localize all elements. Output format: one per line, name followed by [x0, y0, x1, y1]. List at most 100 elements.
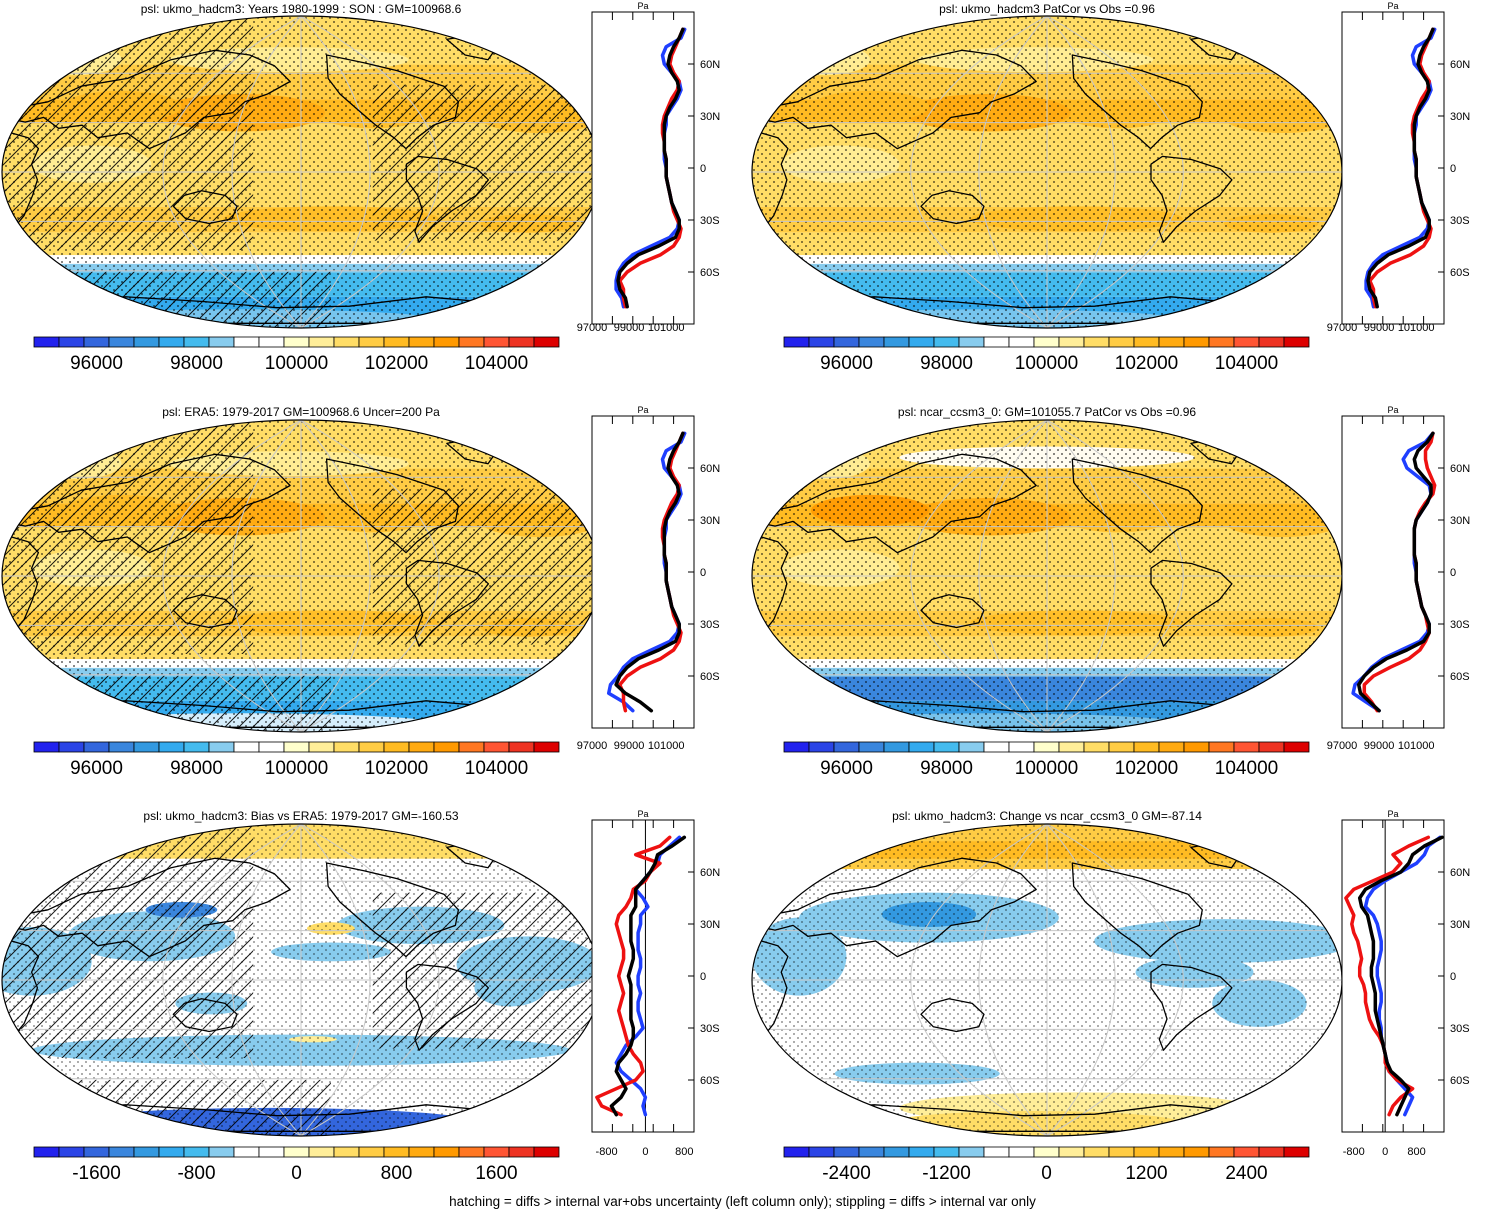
- colorbar-swatch: [1158, 741, 1185, 753]
- colorbar-swatch: [958, 336, 985, 348]
- colorbar-swatch: [808, 1146, 835, 1158]
- colorbar-swatch: [358, 1146, 385, 1158]
- profile-unit-label: Pa: [1387, 405, 1398, 415]
- colorbar-swatch: [133, 336, 160, 348]
- colorbar-swatch: [133, 1146, 160, 1158]
- colorbar-swatch: [883, 741, 910, 753]
- colorbar-swatch: [58, 1146, 85, 1158]
- colorbar-swatch: [1233, 336, 1260, 348]
- meridian-line: [300, 420, 440, 732]
- colorbar-swatch: [1233, 1146, 1260, 1158]
- field-patch: [752, 1104, 870, 1121]
- colorbar-swatch: [783, 741, 810, 753]
- colorbar-swatch: [908, 741, 935, 753]
- colorbar-swatch: [408, 741, 435, 753]
- colorbar-swatch: [808, 336, 835, 348]
- colorbar-label: 100000: [1015, 758, 1078, 779]
- coastline-samerica: [405, 559, 490, 647]
- colorbar-swatch: [58, 336, 85, 348]
- colorbar-label: 96000: [820, 353, 873, 374]
- colorbar-swatch: [433, 336, 460, 348]
- profile-x-tick-label: -800: [596, 1146, 618, 1158]
- colorbar-swatch: [108, 1146, 135, 1158]
- profile-x-tick-label: 99000: [1364, 322, 1395, 334]
- colorbar-swatch: [283, 336, 310, 348]
- colorbar-label: 102000: [1115, 758, 1178, 779]
- colorbar-swatch: [508, 1146, 535, 1158]
- colorbar-swatch: [1108, 336, 1135, 348]
- colorbar-swatch: [458, 336, 485, 348]
- coastline-australia: [172, 594, 238, 629]
- colorbar-label: 96000: [70, 758, 123, 779]
- profile-x-tick-label: 99000: [614, 322, 645, 334]
- colorbar-swatch: [1008, 1146, 1035, 1158]
- colorbar: 96000 98000 100000 102000 104000: [33, 336, 560, 374]
- zonal-mean-profile: Pa 60N 30N 0 30S 60S 97000 99000 101000: [1327, 405, 1471, 752]
- map-field: [752, 16, 1342, 328]
- meridian-line: [1046, 824, 1116, 1136]
- panel-4: psl: ncar_ccsm3_0: GM=101055.7 PatCor vs…: [751, 405, 1471, 779]
- profile-y-tick-label: 60N: [700, 867, 720, 879]
- colorbar-swatch: [358, 336, 385, 348]
- panel-1: psl: ukmo_hadcm3: Years 1980-1999 : SON …: [1, 1, 720, 374]
- meridian-line: [231, 16, 302, 328]
- colorbar-swatch: [983, 741, 1010, 753]
- profile-x-tick-label: 0: [1382, 1146, 1388, 1158]
- colorbar-swatch: [208, 1146, 235, 1158]
- profile-y-tick-label: 30N: [1450, 919, 1470, 931]
- colorbar-swatch: [483, 1146, 510, 1158]
- coastline-namerica: [325, 54, 460, 150]
- colorbar-swatch: [1033, 1146, 1060, 1158]
- coastline-eurasia: [2, 453, 291, 554]
- colorbar-swatch: [883, 1146, 910, 1158]
- colorbar-swatch: [958, 741, 985, 753]
- colorbar-swatch: [83, 336, 110, 348]
- profile-x-tick-label: 99000: [1364, 740, 1395, 752]
- graticule: [752, 16, 1342, 328]
- coastline-australia: [920, 190, 985, 225]
- meridian-line: [1046, 824, 1184, 1136]
- profile-y-tick-label: 60N: [700, 463, 720, 475]
- colorbar-label: 98000: [920, 353, 973, 374]
- colorbar-swatch: [1258, 741, 1285, 753]
- profile-x-tick-label: 101000: [1398, 740, 1435, 752]
- colorbar-swatch: [383, 1146, 410, 1158]
- colorbar-label: -1600: [72, 1163, 121, 1184]
- colorbar-swatch: [908, 336, 935, 348]
- map-field: [2, 16, 600, 328]
- colorbar-swatch: [383, 741, 410, 753]
- colorbar-swatch: [808, 741, 835, 753]
- profile-y-tick-label: 60S: [1450, 267, 1470, 279]
- colorbar-swatch: [458, 1146, 485, 1158]
- profile-frame: [591, 11, 695, 325]
- colorbar-swatch: [283, 741, 310, 753]
- colorbar-swatch: [983, 336, 1010, 348]
- colorbar-swatch: [508, 741, 535, 753]
- coastline-samerica: [1150, 155, 1233, 243]
- colorbar-swatch: [1083, 741, 1110, 753]
- colorbar-swatch: [158, 1146, 185, 1158]
- colorbar-swatch: [533, 336, 560, 348]
- colorbar-swatch: [408, 336, 435, 348]
- profile-x-tick-label: 97000: [577, 740, 608, 752]
- colorbar-swatch: [233, 741, 260, 753]
- meridian-line: [300, 16, 440, 328]
- profile-y-tick-label: 30S: [700, 1023, 720, 1035]
- panel-title: psl: ukmo_hadcm3: Change vs ncar_ccsm3_0…: [892, 809, 1202, 823]
- meridian-line: [978, 420, 1048, 732]
- coastline-namerica: [325, 862, 460, 958]
- colorbar-label: -2400: [822, 1163, 871, 1184]
- coastline-eurasia: [2, 49, 291, 150]
- meridian-line: [1046, 16, 1184, 328]
- meridian-line: [300, 824, 371, 1136]
- colorbar-swatch: [933, 741, 960, 753]
- profile-frame: [591, 415, 695, 729]
- colorbar-swatch: [1208, 741, 1235, 753]
- colorbar-swatch: [783, 336, 810, 348]
- profile-x-tick-label: 101000: [648, 740, 685, 752]
- zonal-mean-profile: Pa 60N 30N 0 30S 60S -800 0 800: [1341, 809, 1470, 1158]
- colorbar: 96000 98000 100000 102000 104000: [783, 336, 1310, 374]
- hatching: [372, 892, 600, 1049]
- colorbar-swatch: [483, 336, 510, 348]
- zonal-mean-profile: Pa 60N 30N 0 30S 60S 97000 99000 101000: [577, 405, 721, 752]
